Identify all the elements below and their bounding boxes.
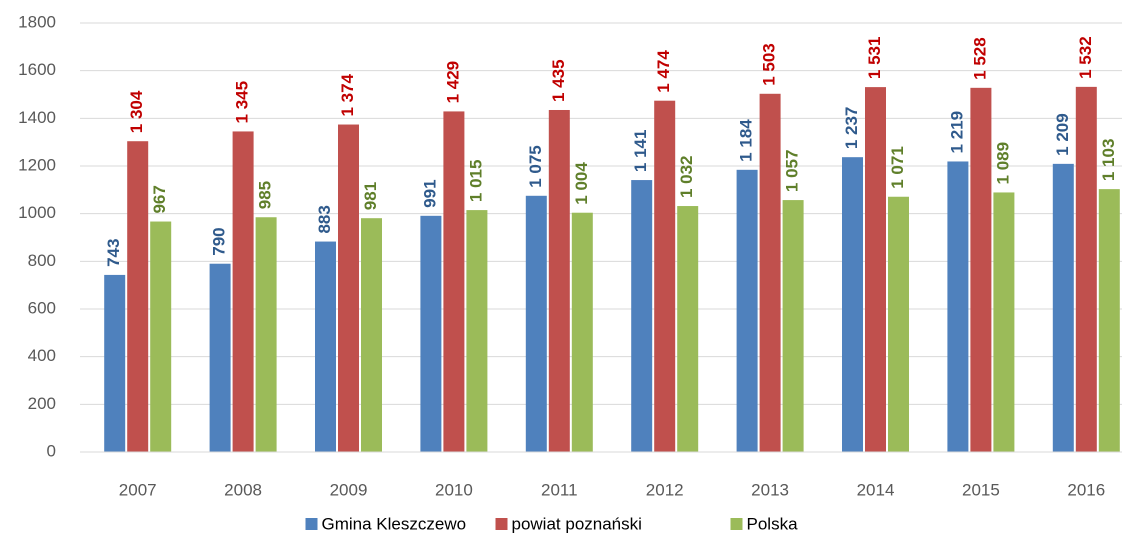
data-label: 1 141: [631, 130, 650, 173]
bar: [209, 263, 231, 452]
data-label: 991: [420, 179, 439, 207]
bar: [104, 274, 126, 452]
bar: [1075, 86, 1097, 452]
data-label: 1 429: [443, 61, 462, 104]
y-tick-label: 200: [28, 394, 56, 413]
bar: [842, 157, 863, 452]
x-tick-label: 2011: [541, 480, 578, 499]
bar: [150, 221, 172, 452]
data-label: 1 237: [842, 107, 861, 150]
bar: [993, 192, 1015, 452]
data-label: 1 219: [947, 111, 966, 154]
data-label: 1 532: [1076, 36, 1095, 79]
bar: [232, 131, 254, 453]
data-label: 1 528: [970, 37, 989, 80]
data-label: 1 531: [865, 37, 884, 80]
bar: [865, 87, 886, 452]
data-label: 981: [361, 182, 380, 210]
data-label: 1 032: [677, 155, 696, 198]
y-tick-label: 0: [47, 441, 56, 460]
y-tick-label: 1200: [18, 155, 56, 174]
x-tick-label: 2015: [962, 480, 1000, 499]
bar: [525, 195, 547, 452]
bar: [759, 93, 781, 452]
bar: [548, 109, 570, 452]
bar: [888, 196, 909, 452]
bar: [1098, 189, 1120, 452]
bar: [947, 161, 969, 452]
bar: [443, 111, 465, 453]
data-label: 790: [210, 227, 229, 255]
x-tick-label: 2016: [1067, 480, 1105, 499]
y-tick-label: 1400: [18, 108, 56, 127]
bar: [1052, 163, 1074, 453]
x-tick-label: 2012: [646, 480, 684, 499]
legend-label: Polska: [747, 514, 799, 533]
bar: [361, 218, 382, 452]
bar: [255, 217, 277, 452]
x-tick-label: 2007: [119, 480, 157, 499]
legend-label: Gmina Kleszczewo: [322, 514, 467, 533]
bar: [338, 124, 359, 452]
legend-swatch: [305, 518, 318, 530]
data-label: 1 209: [1053, 113, 1072, 156]
bar: [571, 212, 593, 452]
y-tick-label: 800: [28, 251, 56, 270]
data-label: 985: [256, 181, 275, 209]
x-tick-label: 2010: [435, 480, 473, 499]
bar: [420, 215, 442, 452]
data-label: 967: [150, 185, 169, 213]
legend-swatch: [495, 518, 508, 530]
y-tick-label: 600: [28, 298, 56, 317]
data-label: 1 004: [572, 162, 591, 205]
legend-label: powiat poznański: [512, 514, 642, 533]
y-tick-label: 1000: [18, 203, 56, 222]
data-label: 1 089: [993, 142, 1012, 185]
x-tick-label: 2013: [751, 480, 789, 499]
data-label: 1 015: [466, 160, 485, 203]
bar: [654, 100, 676, 453]
x-tick-label: 2008: [224, 480, 262, 499]
data-label: 1 435: [549, 59, 568, 102]
data-label: 1 184: [737, 119, 756, 162]
x-tick-label: 2014: [857, 480, 895, 499]
y-tick-label: 1600: [18, 60, 56, 79]
x-tick-label: 2009: [330, 480, 368, 499]
data-label: 1 503: [760, 43, 779, 86]
bar: [631, 180, 653, 453]
data-label: 743: [104, 239, 123, 267]
data-label: 883: [315, 205, 334, 233]
legend-swatch: [730, 518, 743, 530]
data-label: 1 103: [1099, 139, 1118, 182]
data-label: 1 071: [888, 146, 907, 189]
bar: [970, 87, 992, 453]
data-label: 1 057: [783, 150, 802, 193]
y-tick-label: 1800: [18, 12, 56, 31]
bar: [736, 169, 758, 452]
data-label: 1 304: [127, 90, 146, 133]
data-label: 1 075: [526, 145, 545, 188]
bar: [782, 200, 804, 452]
y-tick-label: 400: [28, 346, 56, 365]
data-label: 1 374: [338, 73, 357, 116]
bar: [466, 210, 488, 452]
data-label: 1 345: [233, 81, 252, 124]
data-label: 1 474: [654, 50, 673, 93]
bar: [127, 141, 149, 453]
bar: [315, 241, 336, 452]
bar: [677, 206, 699, 452]
